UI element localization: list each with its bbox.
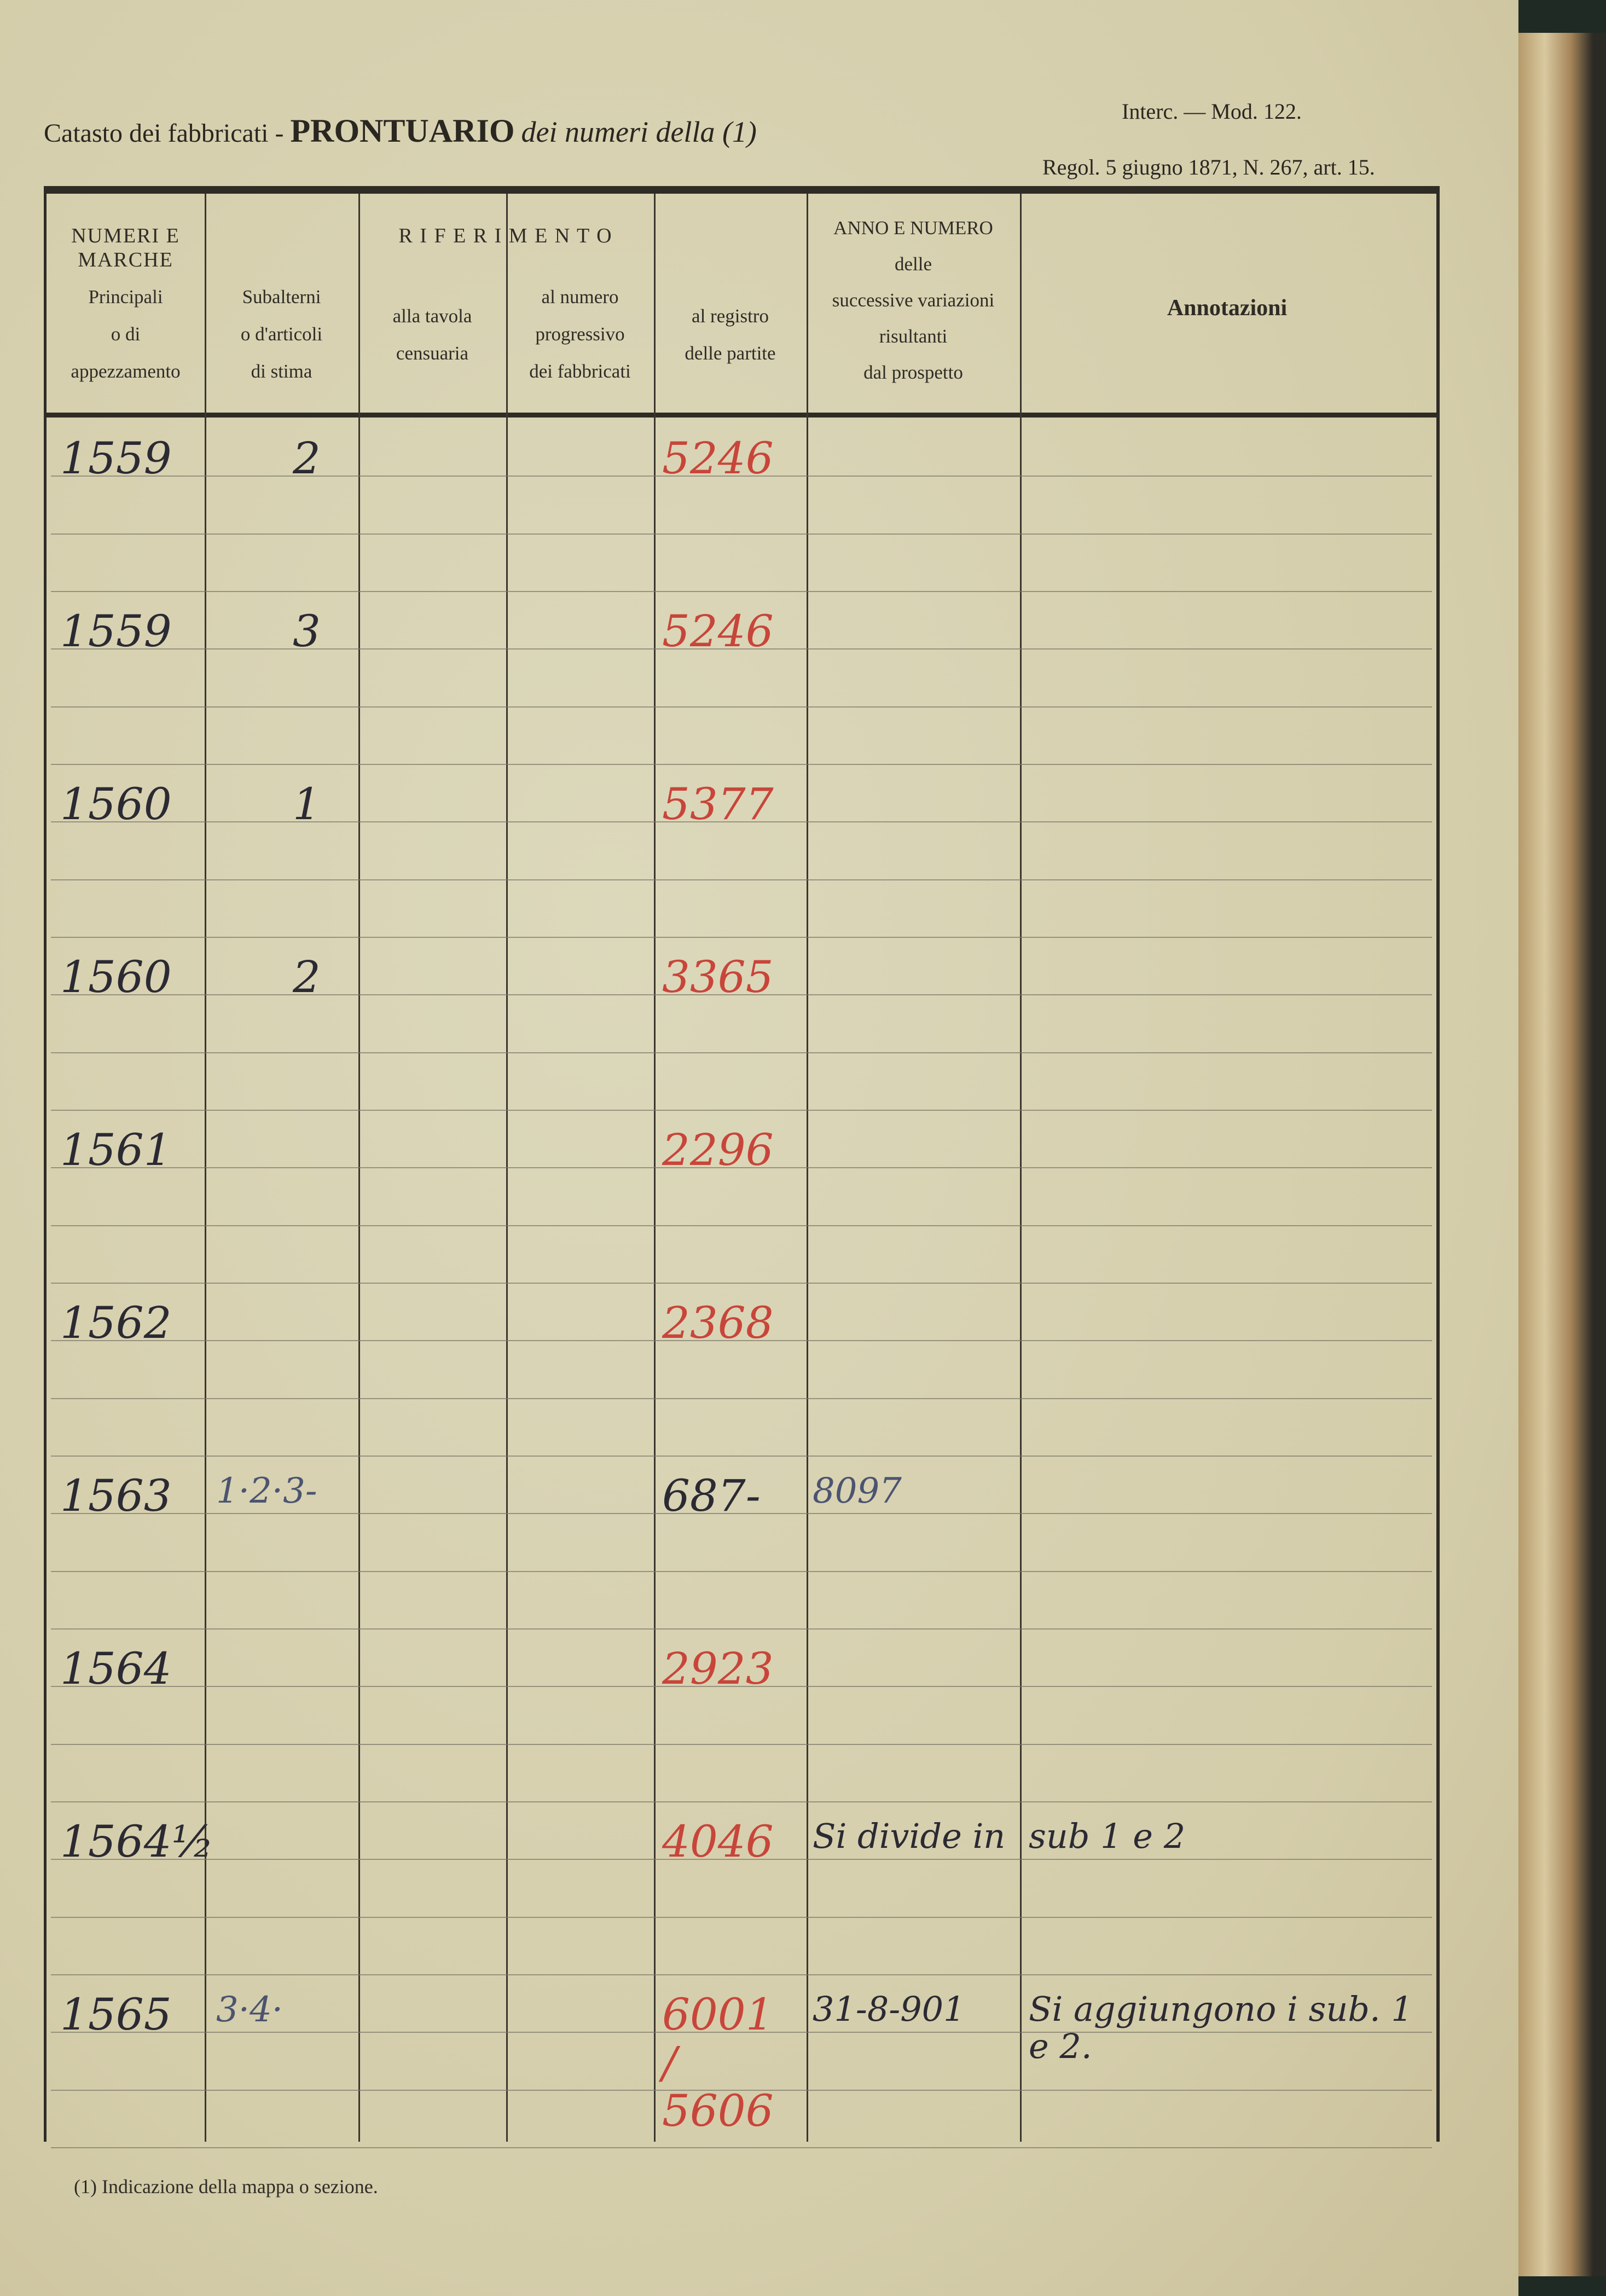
- ruling-line: [51, 1743, 1432, 1745]
- cell-subalterno: 3: [293, 606, 321, 657]
- ruling-line: [51, 821, 1432, 823]
- ruling-line: [51, 764, 1432, 765]
- cell-annotazioni: sub 1 e 2: [1029, 1816, 1186, 1856]
- col-subalterni: Subalterni o d'articoli di stima: [240, 286, 323, 382]
- cell-variazioni: 31-8-901: [813, 1989, 965, 2029]
- cell-principale: 1559: [60, 433, 172, 484]
- title-main: PRONTUARIO: [290, 113, 515, 149]
- ruling-line: [51, 879, 1432, 880]
- col-progressivo: al numero progressivo dei fabbricati: [529, 286, 631, 382]
- cell-registro: 2923: [662, 1643, 774, 1694]
- cell-principale: 1565: [60, 1989, 172, 2040]
- cell-variazioni: Si divide in: [813, 1816, 1006, 1856]
- header-divider: [47, 413, 1436, 418]
- title-prefix: Catasto dei fabbricati -: [44, 119, 284, 148]
- cell-registro: 5246: [662, 433, 774, 484]
- ruling-line: [51, 476, 1432, 477]
- book-binding-edge: [1518, 33, 1606, 2276]
- ruling-line: [51, 2032, 1432, 2033]
- col-annotazioni: Annotazioni: [1167, 295, 1288, 321]
- cell-annotazioni: Si aggiungono i sub. 1 e 2.: [1029, 1989, 1413, 2067]
- cell-principale: 1561: [60, 1124, 172, 1175]
- footnote: (1) Indicazione della mappa o sezione.: [74, 2176, 378, 2198]
- ruling-line: [51, 1801, 1432, 1802]
- model-number: Interc. — Mod. 122.: [1122, 99, 1302, 124]
- ruling-line: [51, 591, 1432, 592]
- title-suffix: dei numeri della (1): [521, 115, 757, 148]
- ruling-line: [51, 1167, 1432, 1169]
- ruling-line: [51, 2147, 1432, 2148]
- ruling-line: [51, 533, 1432, 535]
- cell-registro: 3365: [662, 952, 774, 1002]
- ruling-line: [51, 1686, 1432, 1688]
- ruling-line: [51, 1916, 1432, 1918]
- cell-principale: 1560: [60, 952, 172, 1002]
- cell-subalterno: 2: [293, 433, 321, 484]
- cell-subalterno: 3·4·: [216, 1990, 283, 2030]
- regulation-ref: Regol. 5 giugno 1871, N. 267, art. 15.: [1042, 155, 1375, 179]
- ruling-line: [51, 1628, 1432, 1630]
- cell-registro: 4046: [662, 1816, 774, 1867]
- ruling-line: [51, 1225, 1432, 1226]
- group-riferimento-header: R I F E R I M E N T O: [398, 224, 613, 247]
- cell-principale: 1564: [60, 1643, 172, 1694]
- group-numeri-header: NUMERI E MARCHE: [71, 224, 180, 271]
- ruling-line: [51, 1340, 1432, 1342]
- col-tavola: alla tavola censuaria: [392, 305, 472, 364]
- ruling-line: [51, 1570, 1432, 1572]
- ruling-line: [51, 937, 1432, 938]
- col-anno-numero: ANNO E NUMERO delle successive variazion…: [832, 217, 995, 383]
- ruling-line: [51, 994, 1432, 996]
- page-title: Catasto dei fabbricati - PRONTUARIO dei …: [44, 112, 757, 150]
- cell-principale: 1563: [60, 1470, 172, 1521]
- cell-subalterno: 2: [293, 952, 321, 1002]
- cell-variazioni: 8097: [813, 1471, 902, 1511]
- ruling-line: [51, 1398, 1432, 1399]
- cell-principale: 1559: [60, 606, 172, 657]
- ruling-line: [51, 706, 1432, 708]
- ruling-line: [51, 1513, 1432, 1515]
- cell-principale: 1562: [60, 1297, 172, 1348]
- prontuario-table: NUMERI E MARCHE R I F E R I M E N T O Pr…: [44, 186, 1440, 2148]
- ruling-line: [51, 1110, 1432, 1111]
- ruling-line: [51, 648, 1432, 650]
- ruling-line: [51, 2089, 1432, 2091]
- col-registro: al registro delle partite: [685, 305, 776, 364]
- ruling-line: [51, 1859, 1432, 1860]
- ruling-line: [51, 1974, 1432, 1975]
- cell-registro: 5246: [662, 606, 774, 657]
- ruling-line: [51, 1052, 1432, 1053]
- col-principali: Principali o di appezzamento: [71, 286, 181, 382]
- cell-registro: 6001 / 5606: [662, 1989, 774, 2136]
- cell-registro: 5377: [662, 779, 774, 830]
- cell-subalterno: 1·2·3-: [216, 1471, 317, 1511]
- ruling-line: [51, 1456, 1432, 1457]
- ruling-line: [51, 1283, 1432, 1284]
- cell-registro: 2368: [662, 1297, 774, 1348]
- ledger-page: Catasto dei fabbricati - PRONTUARIO dei …: [0, 0, 1518, 2296]
- cell-registro: 2296: [662, 1124, 774, 1175]
- cell-subalterno: 1: [293, 779, 321, 830]
- cell-registro: 687-: [662, 1470, 761, 1521]
- cell-principale: 1560: [60, 779, 172, 830]
- cell-principale: 1564½: [60, 1816, 214, 1867]
